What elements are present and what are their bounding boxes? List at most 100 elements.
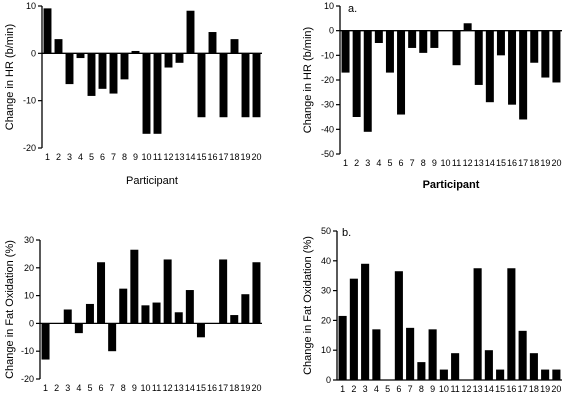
x-tick-label: 2 — [56, 152, 61, 162]
y-tick-label: 50 — [321, 226, 331, 236]
x-tick-label: 6 — [99, 383, 104, 393]
x-tick-label: 6 — [399, 158, 404, 168]
y-tick-label: 0 — [329, 26, 334, 36]
bar-participant-5 — [85, 303, 94, 324]
bar-participant-14 — [484, 350, 493, 380]
x-tick-label: 14 — [185, 383, 195, 393]
x-tick-label: 11 — [152, 383, 161, 393]
bar-participant-10 — [141, 305, 150, 324]
bar-participant-4 — [74, 323, 83, 334]
x-tick-label: 13 — [174, 152, 184, 162]
bar-participant-2 — [54, 39, 63, 54]
bar-participant-19 — [541, 369, 550, 380]
y-tick-label: 20 — [24, 263, 34, 273]
x-tick-label: 10 — [140, 383, 150, 393]
bar-participant-15 — [197, 53, 206, 118]
x-tick-label: 14 — [484, 384, 494, 394]
bar-participant-4 — [372, 329, 381, 380]
x-tick-label: 8 — [421, 158, 426, 168]
bar-participant-16 — [208, 32, 217, 54]
x-tick-label: 19 — [540, 158, 550, 168]
bar-participant-9 — [430, 30, 439, 48]
bar-participant-3 — [363, 30, 372, 132]
bar-participant-4 — [76, 53, 85, 59]
x-tick-label: 4 — [76, 383, 81, 393]
x-tick-label: 5 — [87, 383, 92, 393]
bar-participant-9 — [130, 249, 139, 324]
bar-participant-3 — [65, 53, 74, 85]
y-tick-label: -50 — [321, 149, 334, 159]
bar-participant-13 — [175, 53, 184, 63]
x-tick-label: 11 — [452, 158, 461, 168]
bar-participant-15 — [496, 369, 505, 380]
bar-participant-18 — [529, 353, 538, 380]
x-tick-label: 11 — [153, 152, 162, 162]
bar-participant-18 — [230, 39, 239, 54]
x-tick-label: 1 — [45, 152, 50, 162]
bar-participant-11 — [152, 302, 161, 324]
y-tick-label: 20 — [321, 315, 331, 325]
bar-participant-20 — [252, 53, 261, 118]
y-tick-label: 30 — [24, 235, 34, 245]
y-tick-label: 10 — [324, 1, 334, 11]
x-tick-label: 17 — [218, 152, 228, 162]
x-tick-label: 15 — [196, 152, 206, 162]
bar-participant-13 — [473, 268, 482, 380]
x-tick-label: 18 — [529, 158, 539, 168]
x-axis-label: Participant — [423, 179, 480, 191]
x-tick-label: 16 — [207, 383, 217, 393]
x-tick-label: 6 — [396, 384, 401, 394]
x-tick-label: 5 — [89, 152, 94, 162]
bar-participant-11 — [452, 30, 461, 66]
bar-participant-14 — [485, 30, 494, 103]
bar-participant-4 — [374, 30, 383, 43]
bar-participant-6 — [397, 30, 406, 115]
x-tick-label: 20 — [551, 384, 561, 394]
bar-participant-20 — [552, 30, 561, 83]
x-tick-label: 11 — [450, 384, 459, 394]
bar-participant-12 — [163, 259, 172, 324]
x-tick-label: 12 — [163, 152, 173, 162]
bar-participant-2 — [352, 30, 361, 118]
x-tick-label: 9 — [133, 152, 138, 162]
x-tick-label: 18 — [229, 152, 239, 162]
bar-participant-1 — [338, 315, 347, 380]
y-tick-label: -10 — [23, 96, 36, 106]
x-tick-label: 8 — [121, 383, 126, 393]
x-tick-label: 14 — [185, 152, 195, 162]
x-tick-label: 7 — [408, 384, 413, 394]
bar-participant-10 — [439, 369, 448, 380]
bar-participant-20 — [252, 262, 261, 324]
x-tick-label: 17 — [218, 383, 228, 393]
bar-participant-14 — [185, 290, 194, 324]
x-tick-label: 10 — [141, 152, 151, 162]
y-axis-label: Change in HR (b/min) — [302, 27, 314, 133]
bar-participant-20 — [552, 369, 561, 380]
y-tick-label: -40 — [321, 124, 334, 134]
bar-participant-6 — [98, 53, 107, 89]
x-tick-label: 8 — [419, 384, 424, 394]
x-tick-label: 18 — [529, 384, 539, 394]
y-tick-label: -10 — [321, 50, 334, 60]
y-tick-label: -20 — [23, 143, 36, 153]
x-tick-label: 4 — [78, 152, 83, 162]
y-tick-label: 10 — [24, 291, 34, 301]
y-tick-label: -30 — [321, 100, 334, 110]
bar-participant-1 — [341, 30, 350, 73]
x-tick-label: 20 — [251, 152, 261, 162]
x-tick-label: 19 — [240, 152, 250, 162]
x-tick-label: 19 — [540, 384, 550, 394]
bar-participant-15 — [196, 323, 205, 338]
panel-label: b. — [342, 227, 351, 239]
x-tick-label: 4 — [374, 384, 379, 394]
x-tick-label: 13 — [473, 384, 483, 394]
bar-participant-11 — [153, 53, 162, 134]
y-axis-label: Change in HR (b/min) — [4, 24, 16, 130]
y-tick-label: -20 — [21, 374, 34, 384]
bar-participant-1 — [43, 8, 52, 54]
y-tick-label: 0 — [31, 48, 36, 58]
bar-participant-7 — [406, 327, 415, 380]
x-tick-label: 15 — [196, 383, 206, 393]
y-tick-label: 40 — [321, 256, 331, 266]
